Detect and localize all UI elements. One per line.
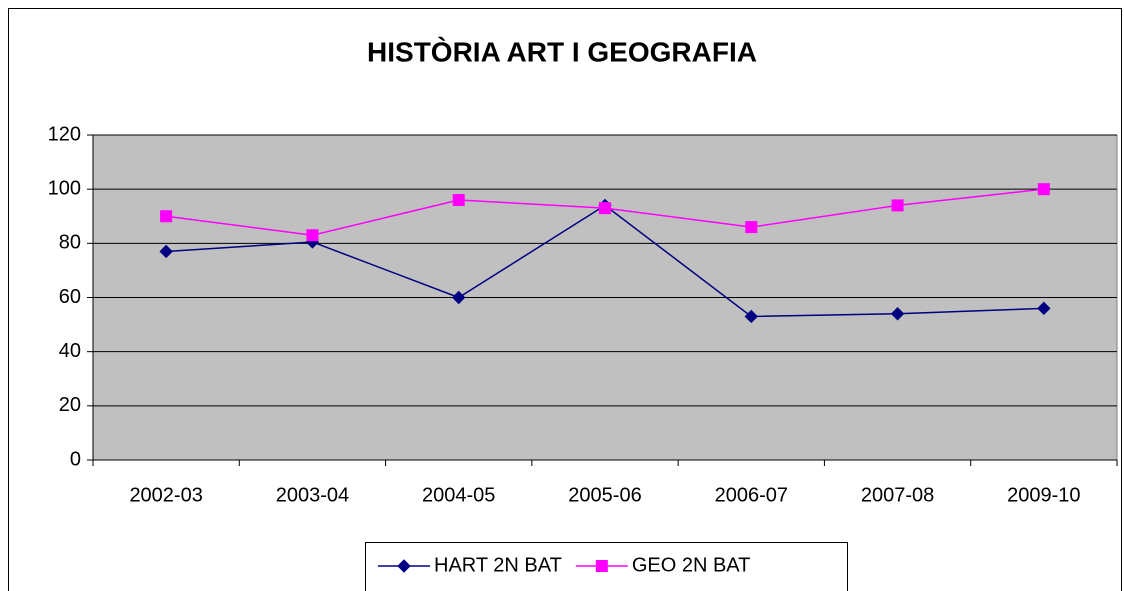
y-tick-label: 60 — [59, 286, 81, 308]
data-point — [452, 194, 465, 206]
x-tick-label: 2009-10 — [1007, 484, 1080, 506]
legend-label: HART 2N BAT — [434, 554, 562, 576]
y-tick-label: 40 — [59, 340, 81, 362]
x-tick-label: 2002-03 — [129, 484, 202, 506]
data-point — [599, 202, 611, 215]
legend-marker — [595, 560, 608, 572]
legend-label: GEO 2N BAT — [632, 554, 751, 576]
y-tick-label: 80 — [59, 232, 81, 254]
y-tick-label: 0 — [70, 448, 81, 470]
x-tick-label: 2003-04 — [276, 484, 349, 506]
data-point — [891, 199, 904, 212]
legend-marker — [397, 559, 411, 573]
y-tick-label: 120 — [48, 123, 81, 145]
x-tick-label: 2004-05 — [422, 484, 495, 506]
y-tick-label: 20 — [59, 394, 81, 416]
data-point — [890, 307, 905, 321]
data-point — [160, 210, 173, 223]
x-tick-label: 2007-08 — [861, 484, 934, 506]
data-point — [1037, 183, 1050, 196]
legend: HART 2N BAT GEO 2N BAT — [365, 542, 848, 591]
x-tick-label: 2006-07 — [715, 484, 788, 506]
data-point — [452, 290, 466, 305]
data-point — [745, 221, 758, 234]
data-point — [159, 244, 173, 259]
data-point — [306, 229, 319, 242]
data-point — [744, 309, 758, 324]
data-point — [1037, 301, 1051, 316]
y-tick-label: 100 — [48, 177, 81, 199]
chart-title: HISTÒRIA ART I GEOGRAFIA — [367, 36, 757, 67]
x-tick-label: 2005-06 — [568, 484, 641, 506]
